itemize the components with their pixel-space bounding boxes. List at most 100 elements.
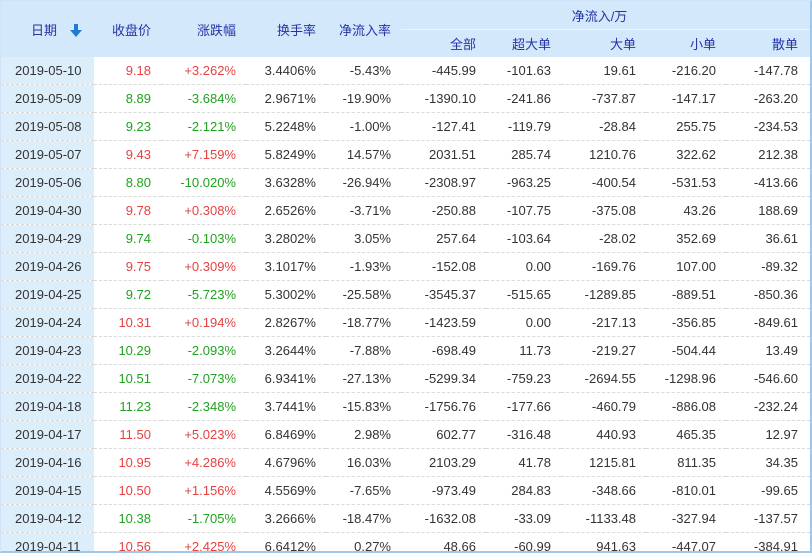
net-inflow-super-large-cell: 11.73 bbox=[486, 336, 561, 365]
net-inflow-large-cell: -737.87 bbox=[561, 84, 646, 113]
date-cell: 2019-05-08 bbox=[1, 112, 94, 141]
date-cell: 2019-04-29 bbox=[1, 224, 94, 253]
net-inflow-rate-cell: -18.47% bbox=[326, 504, 401, 533]
net-inflow-retail-cell: 34.35 bbox=[726, 448, 810, 477]
table-row: 2019-04-26 9.75 +0.309% 3.1017% -1.93% -… bbox=[1, 252, 810, 281]
table-row: 2019-05-06 8.80 -10.020% 3.6328% -26.94%… bbox=[1, 168, 810, 197]
date-cell: 2019-04-11 bbox=[1, 532, 94, 551]
turnover-rate-cell: 3.4406% bbox=[246, 57, 326, 85]
close-price-cell: 10.29 bbox=[94, 336, 161, 365]
net-inflow-retail-cell: 13.49 bbox=[726, 336, 810, 365]
table-row: 2019-04-18 11.23 -2.348% 3.7441% -15.83%… bbox=[1, 392, 810, 421]
column-header-close[interactable]: 收盘价 bbox=[94, 1, 161, 57]
change-percent-cell: +1.156% bbox=[161, 476, 246, 505]
change-percent-cell: +0.194% bbox=[161, 308, 246, 337]
net-inflow-retail-cell: -850.36 bbox=[726, 280, 810, 309]
net-inflow-large-cell: -1133.48 bbox=[561, 504, 646, 533]
net-inflow-small-cell: -886.08 bbox=[646, 392, 726, 421]
net-inflow-rate-cell: 2.98% bbox=[326, 420, 401, 449]
turnover-rate-cell: 2.9671% bbox=[246, 84, 326, 113]
date-cell: 2019-04-16 bbox=[1, 448, 94, 477]
column-header-inflow-rate[interactable]: 净流入率 bbox=[326, 1, 401, 57]
turnover-rate-cell: 3.7441% bbox=[246, 392, 326, 421]
date-cell: 2019-04-24 bbox=[1, 308, 94, 337]
turnover-rate-cell: 3.2666% bbox=[246, 504, 326, 533]
net-inflow-all-cell: -5299.34 bbox=[401, 364, 486, 393]
net-inflow-small-cell: -531.53 bbox=[646, 168, 726, 197]
net-inflow-small-cell: 43.26 bbox=[646, 196, 726, 225]
net-inflow-rate-cell: -3.71% bbox=[326, 196, 401, 225]
net-inflow-large-cell: -2694.55 bbox=[561, 364, 646, 393]
column-header-retail[interactable]: 散单 bbox=[726, 29, 810, 57]
net-inflow-super-large-cell: -316.48 bbox=[486, 420, 561, 449]
date-cell: 2019-04-23 bbox=[1, 336, 94, 365]
turnover-rate-cell: 6.8469% bbox=[246, 420, 326, 449]
net-inflow-retail-cell: -137.57 bbox=[726, 504, 810, 533]
turnover-rate-cell: 3.2802% bbox=[246, 224, 326, 253]
sort-descending-icon[interactable] bbox=[70, 23, 83, 37]
net-inflow-retail-cell: -546.60 bbox=[726, 364, 810, 393]
turnover-rate-cell: 5.8249% bbox=[246, 140, 326, 169]
change-percent-cell: +7.159% bbox=[161, 140, 246, 169]
column-header-large[interactable]: 大单 bbox=[561, 29, 646, 57]
net-inflow-rate-cell: 14.57% bbox=[326, 140, 401, 169]
date-cell: 2019-04-12 bbox=[1, 504, 94, 533]
net-inflow-rate-cell: -7.88% bbox=[326, 336, 401, 365]
net-inflow-small-cell: 352.69 bbox=[646, 224, 726, 253]
net-inflow-rate-cell: -1.00% bbox=[326, 112, 401, 141]
change-percent-cell: -10.020% bbox=[161, 168, 246, 197]
net-inflow-super-large-cell: 0.00 bbox=[486, 252, 561, 281]
column-header-turnover[interactable]: 换手率 bbox=[246, 1, 326, 57]
net-inflow-super-large-cell: -101.63 bbox=[486, 57, 561, 85]
net-inflow-rate-cell: -27.13% bbox=[326, 364, 401, 393]
date-cell: 2019-05-06 bbox=[1, 168, 94, 197]
net-inflow-rate-cell: -19.90% bbox=[326, 84, 401, 113]
net-inflow-retail-cell: -234.53 bbox=[726, 112, 810, 141]
close-price-cell: 11.50 bbox=[94, 420, 161, 449]
column-header-change[interactable]: 涨跌幅 bbox=[161, 1, 246, 57]
turnover-rate-cell: 3.1017% bbox=[246, 252, 326, 281]
column-header-super-large[interactable]: 超大单 bbox=[486, 29, 561, 57]
net-inflow-large-cell: -375.08 bbox=[561, 196, 646, 225]
net-inflow-retail-cell: -147.78 bbox=[726, 57, 810, 85]
net-inflow-super-large-cell: -759.23 bbox=[486, 364, 561, 393]
net-inflow-super-large-cell: -107.75 bbox=[486, 196, 561, 225]
net-inflow-retail-cell: -89.32 bbox=[726, 252, 810, 281]
date-cell: 2019-05-09 bbox=[1, 84, 94, 113]
net-inflow-large-cell: -348.66 bbox=[561, 476, 646, 505]
date-cell: 2019-04-26 bbox=[1, 252, 94, 281]
column-header-date[interactable]: 日期 bbox=[1, 1, 94, 57]
net-inflow-large-cell: 440.93 bbox=[561, 420, 646, 449]
net-inflow-small-cell: -1298.96 bbox=[646, 364, 726, 393]
net-inflow-retail-cell: 188.69 bbox=[726, 196, 810, 225]
turnover-rate-cell: 2.8267% bbox=[246, 308, 326, 337]
table-row: 2019-04-24 10.31 +0.194% 2.8267% -18.77%… bbox=[1, 308, 810, 337]
table-row: 2019-04-15 10.50 +1.156% 4.5569% -7.65% … bbox=[1, 476, 810, 505]
net-inflow-small-cell: -327.94 bbox=[646, 504, 726, 533]
net-inflow-small-cell: -447.07 bbox=[646, 532, 726, 551]
net-inflow-all-cell: -2308.97 bbox=[401, 168, 486, 197]
net-inflow-super-large-cell: -119.79 bbox=[486, 112, 561, 141]
close-price-cell: 9.75 bbox=[94, 252, 161, 281]
date-cell: 2019-05-10 bbox=[1, 57, 94, 85]
table-row: 2019-04-16 10.95 +4.286% 4.6796% 16.03% … bbox=[1, 448, 810, 477]
net-inflow-rate-cell: -25.58% bbox=[326, 280, 401, 309]
net-inflow-super-large-cell: 284.83 bbox=[486, 476, 561, 505]
net-inflow-rate-cell: -7.65% bbox=[326, 476, 401, 505]
net-inflow-rate-cell: -18.77% bbox=[326, 308, 401, 337]
net-inflow-small-cell: -147.17 bbox=[646, 84, 726, 113]
net-inflow-large-cell: -28.02 bbox=[561, 224, 646, 253]
change-percent-cell: -2.348% bbox=[161, 392, 246, 421]
net-inflow-retail-cell: -232.24 bbox=[726, 392, 810, 421]
net-inflow-super-large-cell: -103.64 bbox=[486, 224, 561, 253]
net-inflow-retail-cell: 36.61 bbox=[726, 224, 810, 253]
column-header-all[interactable]: 全部 bbox=[401, 29, 486, 57]
column-header-small[interactable]: 小单 bbox=[646, 29, 726, 57]
change-percent-cell: +0.308% bbox=[161, 196, 246, 225]
turnover-rate-cell: 5.2248% bbox=[246, 112, 326, 141]
net-inflow-small-cell: 322.62 bbox=[646, 140, 726, 169]
net-inflow-rate-cell: -26.94% bbox=[326, 168, 401, 197]
net-inflow-small-cell: 107.00 bbox=[646, 252, 726, 281]
change-percent-cell: +3.262% bbox=[161, 57, 246, 85]
